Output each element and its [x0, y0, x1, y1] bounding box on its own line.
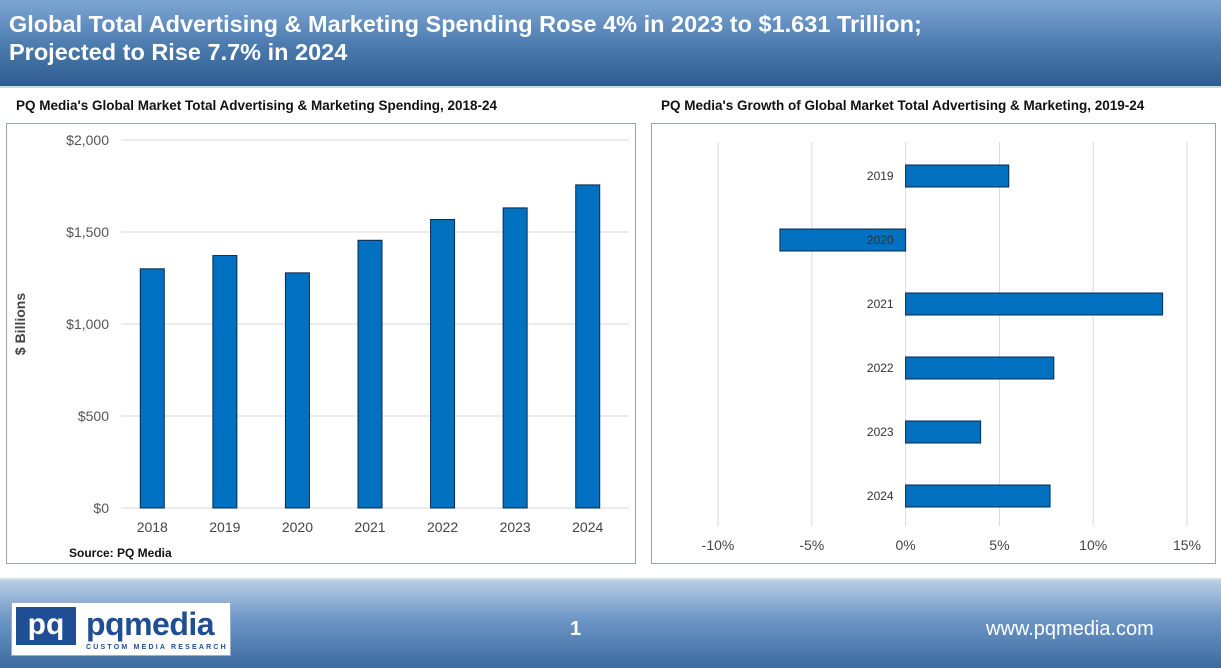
slide-title-line-2: Projected to Rise 7.7% in 2024 [9, 39, 348, 65]
right-chart-title: PQ Media's Growth of Global Market Total… [661, 98, 1145, 113]
growth-bar-2021 [905, 292, 1164, 316]
logo-tagline: CUSTOM MEDIA RESEARCH [86, 644, 228, 651]
x-tick-label: 2020 [282, 519, 313, 535]
growth-bar-2020 [779, 228, 907, 252]
logo-mark: pq [16, 607, 76, 645]
x-tick-label: -10% [702, 537, 735, 553]
x-tick-label: 2024 [572, 519, 603, 535]
x-tick-label: 5% [989, 537, 1009, 553]
growth-bar-chart: -10% -5% 0% 5% 10% 15% 2019 2020 2021 2022 2023 202… [702, 142, 1201, 553]
page-number: 1 [570, 618, 582, 640]
growth-bar-2019 [905, 164, 1010, 188]
x-tick-label: 2019 [209, 519, 240, 535]
bar-2024 [575, 184, 601, 509]
category-label: 2020 [867, 233, 894, 247]
x-tick-label: 0% [895, 537, 915, 553]
logo-name: pqmedia [86, 606, 215, 642]
growth-bar-2024 [905, 484, 1051, 508]
y-tick-label: $1,500 [66, 224, 109, 240]
bar-2020 [284, 272, 310, 509]
y-tick-label: $500 [78, 408, 109, 424]
x-tick-label: 2018 [137, 519, 168, 535]
growth-bar-2023 [905, 420, 982, 444]
y-tick-label: $1,000 [66, 316, 109, 332]
category-label: 2021 [867, 297, 894, 311]
x-tick-label: 2021 [354, 519, 385, 535]
x-tick-label: 10% [1079, 537, 1107, 553]
x-tick-label: -5% [799, 537, 824, 553]
bar-2022 [430, 218, 456, 509]
y-tick-label: $2,000 [66, 132, 109, 148]
x-tick-label: 15% [1173, 537, 1201, 553]
x-tick-label: 2022 [427, 519, 458, 535]
spending-bar-chart: $0 $500 $1,000 $1,500 $2,000 $ Billions 2018 20… [12, 132, 629, 535]
category-label: 2019 [867, 169, 894, 183]
bar-2019 [212, 255, 238, 509]
category-label: 2023 [867, 425, 894, 439]
slide-title-line-1: Global Total Advertising & Marketing Spe… [9, 11, 922, 37]
chart-source: Source: PQ Media [69, 546, 172, 560]
pqmedia-logo: pq pqmedia CUSTOM MEDIA RESEARCH [11, 602, 231, 656]
growth-chart-panel: -10% -5% 0% 5% 10% 15% 2019 2020 2021 2022 2023 202… [651, 123, 1216, 564]
left-chart-title: PQ Media's Global Market Total Advertisi… [16, 98, 498, 113]
x-tick-label: 2023 [500, 519, 531, 535]
slide-title: Global Total Advertising & Marketing Spe… [9, 10, 1209, 66]
bar-2018 [139, 268, 165, 509]
category-label: 2024 [867, 489, 894, 503]
spending-chart-panel: $0 $500 $1,000 $1,500 $2,000 $ Billions 2018 20… [6, 123, 636, 564]
website-url: www.pqmedia.com [986, 618, 1154, 640]
y-tick-label: $0 [93, 500, 109, 516]
category-label: 2022 [867, 361, 894, 375]
slide-header: Global Total Advertising & Marketing Spe… [0, 0, 1221, 88]
y-axis-label: $ Billions [12, 293, 28, 355]
bar-2021 [357, 239, 383, 509]
bar-2023 [502, 207, 528, 509]
growth-bar-2022 [905, 356, 1055, 380]
